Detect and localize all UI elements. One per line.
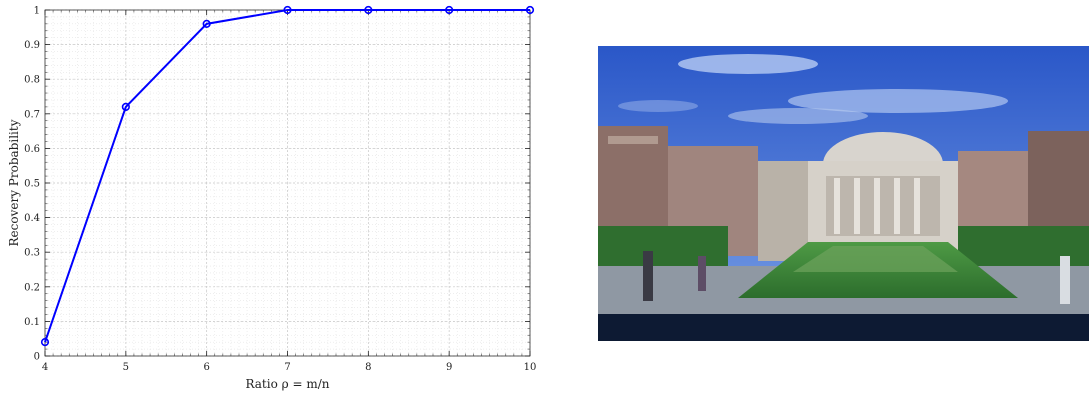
hedge	[598, 226, 728, 266]
x-tick-label: 7	[284, 362, 290, 373]
x-tick-label: 5	[123, 362, 129, 373]
x-tick-label: 9	[446, 362, 452, 373]
flowerbed	[793, 246, 958, 272]
library-colonnade	[874, 178, 880, 234]
series	[40, 5, 535, 347]
left-building	[758, 161, 808, 261]
person	[698, 256, 706, 291]
y-tick-label: 0.3	[24, 248, 40, 259]
y-tick-label: 0.2	[24, 282, 40, 293]
data-point	[40, 338, 50, 347]
left-building	[608, 136, 658, 144]
data-point	[525, 5, 535, 15]
data-point	[202, 19, 211, 28]
y-tick-label: 0.5	[24, 179, 40, 190]
data-point	[121, 102, 130, 111]
library-colonnade	[854, 178, 860, 234]
data-point	[364, 5, 373, 15]
cloud	[678, 54, 818, 74]
y-axis-label: Recovery Probability	[7, 119, 21, 246]
tick-labels: 4 5 6 7 8 9 10 0 0.1 0.2 0.3 0.4 0.5 0.6 0.7 0.8 0.9 1	[24, 6, 536, 374]
person	[643, 251, 653, 301]
photo-image	[598, 46, 1089, 341]
y-tick-label: 0.1	[24, 317, 40, 328]
cloud	[788, 89, 1008, 113]
grid	[44, 9, 531, 357]
person	[1060, 256, 1070, 304]
x-axis-label: Ratio ρ = m/n	[245, 377, 329, 391]
y-tick-label: 0.6	[24, 144, 40, 155]
library-colonnade	[826, 176, 940, 236]
x-tick-label: 8	[365, 362, 371, 373]
recovery-probability-chart: 4 5 6 7 8 9 10 0 0.1 0.2 0.3 0.4 0.5 0.6 0.7 0.8 0.9 1 Ra…	[7, 5, 536, 392]
cloud	[618, 100, 698, 112]
y-tick-label: 0.8	[24, 75, 40, 86]
library-colonnade	[894, 178, 900, 234]
y-tick-label: 0.9	[24, 40, 40, 51]
library-colonnade	[914, 178, 920, 234]
y-tick-label: 0.7	[24, 109, 40, 120]
data-point	[283, 5, 292, 15]
cloud	[728, 108, 868, 124]
x-tick-label: 6	[203, 362, 209, 373]
y-tick-label: 0	[34, 352, 40, 363]
series-line	[44, 9, 530, 343]
y-tick-label: 1	[34, 6, 40, 17]
library-colonnade	[834, 178, 840, 234]
campus-library-photo	[598, 46, 1089, 341]
x-tick-label: 10	[524, 362, 537, 373]
data-point	[445, 5, 454, 15]
x-tick-label: 4	[42, 362, 48, 373]
shadow	[598, 314, 1089, 341]
y-tick-label: 0.4	[24, 213, 40, 224]
